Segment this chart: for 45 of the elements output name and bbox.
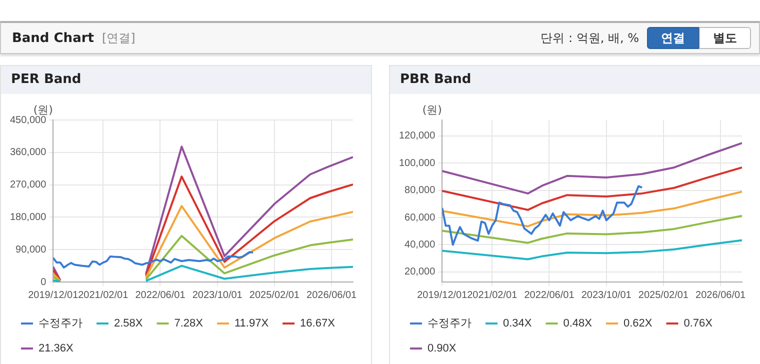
x-tick-label: 2023/10/01: [581, 290, 632, 301]
y-axis-title: (원): [422, 103, 442, 116]
y-tick-label: 60,000: [404, 212, 436, 224]
y-tick-label: 120,000: [398, 130, 436, 142]
text: [연결]: [102, 31, 136, 45]
legend-label: 2.58X: [114, 318, 144, 330]
legend-label: 0.62X: [623, 318, 653, 330]
legend-label: 수정주가: [428, 318, 472, 330]
x-tick-label: 2021/02/01: [467, 290, 518, 301]
x-tick-label: 2022/06/01: [135, 290, 186, 301]
x-tick-label: 2022/06/01: [524, 290, 575, 301]
legend-label: 0.90X: [428, 342, 457, 355]
legend-label: 7.28X: [174, 318, 204, 330]
legend-label: 수정주가: [38, 318, 82, 330]
legend-label: 21.36X: [38, 342, 74, 355]
x-tick-label: 2026/06/01: [696, 290, 746, 301]
legend-label: 16.67X: [300, 318, 336, 330]
y-tick-label: 360,000: [10, 147, 47, 158]
x-tick-label: 2023/10/01: [192, 290, 243, 301]
y-tick-label: 90,000: [16, 244, 47, 256]
toggle-button: 별도: [699, 27, 751, 49]
y-tick-label: 450,000: [10, 114, 47, 126]
x-tick-label: 2019/12/01: [417, 290, 468, 301]
legend-label: 11.97X: [234, 318, 270, 330]
chart-title: PER Band: [1, 66, 371, 94]
chart-title: PBR Band: [390, 66, 760, 94]
x-tick-label: 2026/06/01: [306, 290, 358, 301]
y-tick-label: 0: [40, 276, 47, 288]
y-tick-label: 80,000: [404, 185, 436, 196]
x-tick-label: 2021/02/01: [78, 290, 129, 301]
y-tick-label: 20,000: [404, 266, 436, 278]
x-tick-label: 2025/02/01: [638, 290, 689, 301]
y-axis-title: (원): [33, 103, 53, 116]
y-tick-label: 100,000: [398, 158, 436, 169]
legend-label: 0.34X: [503, 318, 532, 330]
text: 단위 : 억원, 배, %: [540, 30, 639, 46]
x-tick-label: 2019/12/01: [28, 290, 79, 301]
toggle-button: 연결: [647, 27, 699, 49]
text: Band Chart: [12, 31, 94, 46]
y-tick-label: 180,000: [10, 212, 47, 223]
y-tick-label: 270,000: [10, 180, 47, 191]
legend-label: 0.48X: [563, 318, 593, 330]
legend-label: 0.76X: [684, 318, 714, 330]
x-tick-label: 2025/02/01: [249, 290, 300, 301]
y-tick-label: 40,000: [404, 239, 436, 250]
